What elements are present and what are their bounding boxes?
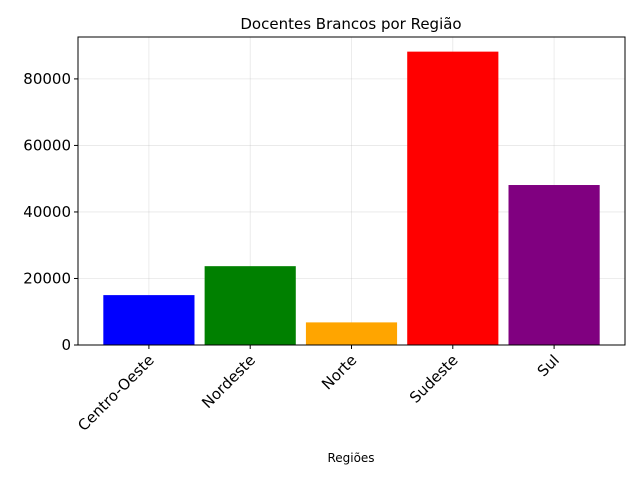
y-tick-label: 80000 bbox=[23, 70, 71, 88]
bar-sudeste bbox=[407, 51, 499, 346]
bar-nordeste bbox=[204, 266, 296, 345]
x-axis-ticks: Centro-Oeste Nordeste Norte Sudeste Sul bbox=[74, 345, 563, 435]
x-axis-label: Regiões bbox=[327, 451, 374, 465]
x-tick-label: Sul bbox=[534, 351, 563, 380]
y-tick-label: 0 bbox=[61, 336, 71, 354]
x-tick-label: Centro-Oeste bbox=[74, 351, 158, 435]
bar-norte bbox=[305, 322, 398, 345]
chart-title: Docentes Brancos por Região bbox=[240, 15, 461, 33]
x-tick-label: Nordeste bbox=[198, 351, 259, 412]
bar-centro-oeste bbox=[103, 295, 195, 345]
plot-frame bbox=[77, 36, 626, 346]
bar-sul bbox=[508, 185, 600, 345]
y-tick-label: 60000 bbox=[23, 136, 71, 154]
bars bbox=[103, 51, 600, 346]
y-tick-label: 40000 bbox=[23, 203, 71, 221]
y-axis-ticks: 0 20000 40000 60000 80000 bbox=[23, 70, 78, 354]
y-tick-label: 20000 bbox=[23, 269, 71, 287]
x-tick-label: Sudeste bbox=[406, 351, 462, 407]
x-tick-label: Norte bbox=[318, 351, 360, 393]
